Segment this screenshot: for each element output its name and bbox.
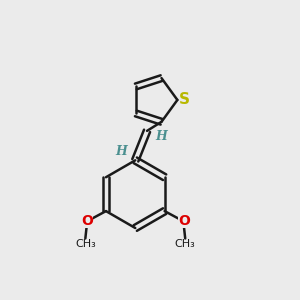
Text: H: H bbox=[115, 145, 127, 158]
Text: O: O bbox=[81, 214, 93, 228]
Text: CH₃: CH₃ bbox=[75, 239, 96, 249]
Text: O: O bbox=[178, 214, 190, 228]
Text: CH₃: CH₃ bbox=[175, 239, 196, 249]
Text: H: H bbox=[155, 130, 167, 143]
Text: S: S bbox=[179, 92, 190, 107]
